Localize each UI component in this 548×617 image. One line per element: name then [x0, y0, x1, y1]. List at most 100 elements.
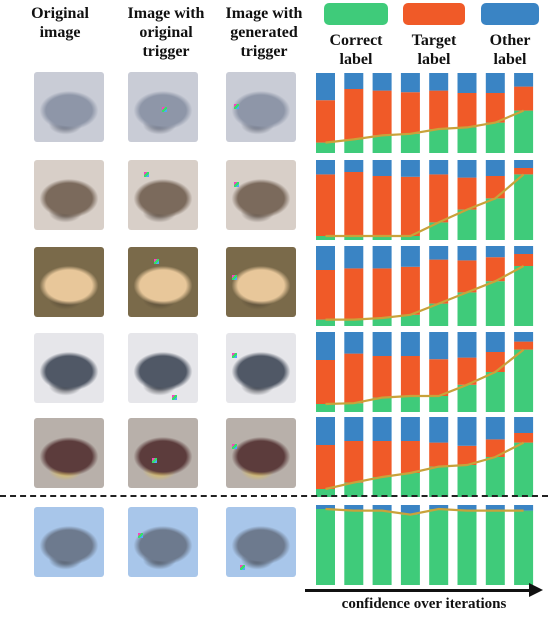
bar-segment-other — [316, 417, 335, 445]
bar-segment-other — [400, 417, 420, 441]
bar-segment-correct — [514, 510, 534, 585]
bar-segment-target — [457, 93, 477, 128]
bar-segment-correct — [400, 473, 420, 497]
bar-segment-other — [372, 332, 392, 356]
bar-segment-correct — [316, 236, 335, 240]
bar-segment-correct — [514, 442, 534, 497]
bar-segment-correct — [316, 142, 335, 153]
correct-confidence-line — [325, 265, 525, 321]
bar-segment-target — [457, 177, 477, 210]
legend-label-0: Correct label — [329, 32, 383, 68]
bar-segment-target — [400, 92, 420, 134]
bar-segment-other — [457, 332, 477, 358]
bar-segment-other — [429, 160, 449, 175]
bar-segment-other — [429, 73, 449, 91]
bar-segment-other — [344, 246, 364, 269]
dog-image-original — [34, 247, 104, 317]
bar-segment-other — [457, 73, 477, 93]
car-image-generated-trigger — [226, 72, 296, 142]
bar-segment-correct — [400, 133, 420, 153]
cat-image-generated-trigger — [226, 160, 296, 230]
bar-segment-correct — [485, 372, 505, 412]
bar-segment-other — [316, 73, 335, 101]
correct-confidence-line — [325, 173, 525, 238]
trigger-patch — [240, 565, 245, 570]
bar-segment-target — [429, 90, 449, 129]
bar-segment-correct — [372, 318, 392, 326]
bar-segment-correct — [429, 303, 449, 326]
bar-segment-target — [429, 359, 449, 396]
car-image-original — [34, 333, 104, 403]
bar-segment-target — [457, 357, 477, 385]
bar-segment-other — [457, 246, 477, 261]
bar-segment-other — [514, 246, 534, 254]
bar-segment-other — [429, 417, 449, 443]
column-header-original: Original image — [31, 5, 89, 41]
bar-segment-correct — [316, 489, 335, 497]
bar-segment-correct — [514, 174, 534, 240]
bar-segment-other — [485, 417, 505, 440]
bar-segment-other — [400, 246, 420, 267]
legend-swatch-2 — [481, 3, 539, 25]
bar-segment-correct — [457, 465, 477, 497]
bar-segment-target — [514, 86, 534, 111]
bar-segment-target — [372, 356, 392, 398]
bar-segment-target — [514, 433, 534, 443]
bar-segment-target — [485, 439, 505, 457]
bar-segment-correct — [316, 319, 335, 326]
bar-segment-other — [485, 505, 505, 511]
bar-segment-target — [485, 257, 505, 282]
bar-segment-correct — [429, 509, 449, 585]
bar-segment-correct — [485, 457, 505, 497]
bar-segment-target — [485, 352, 505, 372]
bar-segment-correct — [372, 397, 392, 412]
bar-segment-target — [514, 168, 534, 175]
bar-segment-correct — [485, 510, 505, 585]
bar-segment-target — [316, 270, 335, 320]
bar-segment-correct — [457, 209, 477, 240]
section-divider — [0, 495, 548, 497]
car-image-original-trigger — [128, 72, 198, 142]
bar-segment-other — [514, 160, 534, 168]
correct-confidence-line — [325, 507, 524, 516]
trigger-patch — [152, 458, 157, 463]
confidence-chart-1 — [316, 73, 534, 153]
bar-segment-correct — [372, 135, 392, 153]
confidence-chart-4 — [316, 332, 534, 412]
airplane-image-original — [34, 507, 104, 577]
bar-segment-target — [344, 172, 364, 236]
bird-image-original — [34, 418, 104, 488]
bar-segment-correct — [457, 127, 477, 153]
bar-segment-target — [400, 441, 420, 473]
legend-swatch-1 — [403, 3, 465, 25]
bar-segment-target — [400, 266, 420, 315]
trigger-patch — [234, 104, 239, 109]
bar-segment-correct — [514, 349, 534, 412]
bar-segment-correct — [400, 236, 420, 240]
bar-segment-target — [344, 89, 364, 140]
bar-segment-other — [344, 417, 364, 441]
bar-segment-other — [457, 417, 477, 446]
correct-confidence-line — [325, 348, 525, 406]
correct-confidence-line — [325, 441, 525, 491]
legend-label-2: Other label — [489, 32, 531, 68]
bar-segment-other — [344, 160, 364, 172]
bar-segment-target — [344, 268, 364, 320]
confidence-chart-3 — [316, 246, 534, 326]
bar-segment-target — [429, 174, 449, 223]
bar-segment-other — [344, 332, 364, 354]
trigger-patch — [162, 107, 167, 112]
dog-image-generated-trigger — [226, 247, 296, 317]
bar-segment-target — [485, 93, 505, 123]
bar-segment-target — [316, 174, 335, 236]
bar-segment-other — [514, 332, 534, 342]
bar-segment-correct — [344, 482, 364, 497]
bar-segment-other — [372, 246, 392, 269]
bar-segment-target — [316, 100, 335, 143]
bar-segment-correct — [344, 236, 364, 240]
x-axis-caption: confidence over iterations — [341, 596, 507, 612]
airplane-image-generated-trigger — [226, 507, 296, 577]
bird-image-original-trigger — [128, 418, 198, 488]
iterations-arrow — [305, 589, 533, 592]
legend-swatch-0 — [324, 3, 388, 25]
